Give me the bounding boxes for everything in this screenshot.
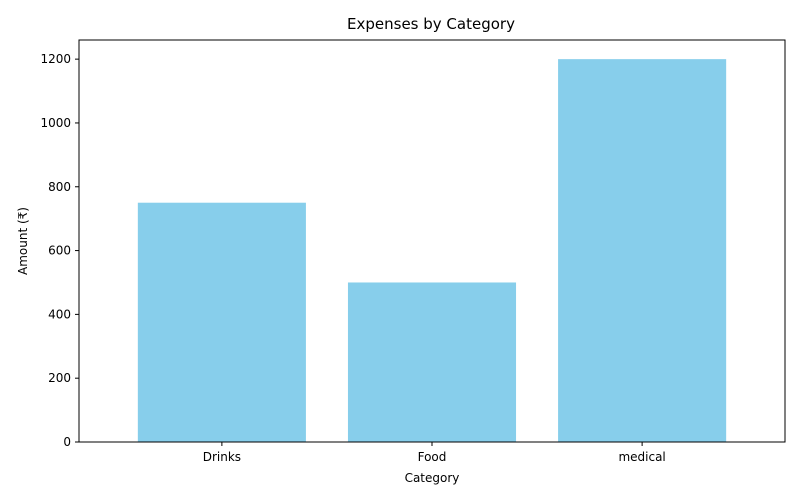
x-axis-ticks: Drinks Food medical [203,442,666,464]
y-tick-label: 200 [48,371,71,385]
y-tick-label: 800 [48,180,71,194]
bar-medical [558,59,727,443]
x-tick-label: medical [618,450,665,464]
x-axis-label: Category [405,471,460,485]
y-tick-label: 400 [48,307,71,321]
y-tick-label: 1200 [40,52,71,66]
bar-drinks [137,202,306,442]
chart-title: Expenses by Category [347,15,515,33]
y-tick-label: 0 [63,435,71,449]
plot-frame [78,39,786,443]
x-tick-label: Food [418,450,447,464]
bars-group [137,59,727,443]
y-axis-label: Amount (₹) [16,207,30,275]
x-tick-label: Drinks [203,450,241,464]
y-tick-label: 600 [48,244,71,258]
y-tick-label: 1000 [40,116,71,130]
bar-food [347,282,517,442]
y-axis-ticks: 0 200 400 600 800 1000 1200 [40,52,79,449]
